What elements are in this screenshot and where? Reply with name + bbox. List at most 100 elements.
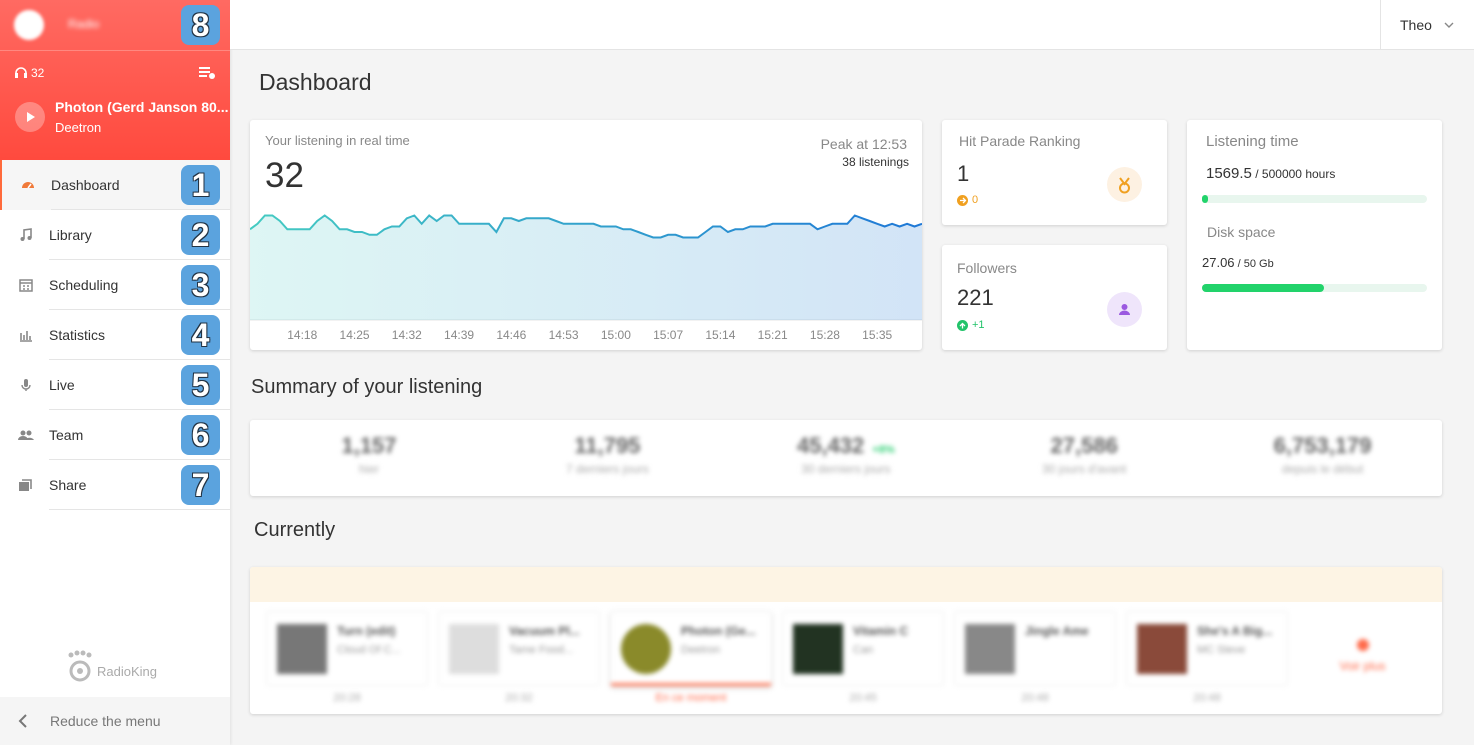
stat-label: 7 derniers jours: [566, 462, 649, 476]
separator: /: [1237, 258, 1241, 270]
menu-icon: [20, 331, 32, 342]
stat-label: 30 jours d'avant: [1042, 462, 1127, 476]
stat: 1,157 hier: [250, 433, 488, 476]
track-time: 20:45: [849, 692, 877, 704]
menu-separator: [49, 259, 230, 260]
menu-item[interactable]: Scheduling: [0, 260, 230, 310]
menu-icon: [19, 479, 32, 491]
x-tick-label: 14:18: [287, 328, 317, 342]
followers-card: Followers 221 +1: [942, 245, 1167, 350]
track-title: She's A Big...: [1197, 624, 1273, 638]
x-tick-label: 15:28: [810, 328, 840, 342]
stat-number: 11,795: [574, 433, 641, 458]
badge: 1: [181, 165, 220, 205]
menu-item[interactable]: Live: [0, 360, 230, 410]
stat-value: 11,795: [488, 433, 726, 459]
menu-separator: [49, 409, 230, 410]
peak-count: 38 listenings: [842, 155, 909, 169]
listener-count: 32: [31, 66, 45, 80]
up-icon: [957, 320, 968, 331]
card-title: Disk space: [1207, 224, 1276, 240]
track[interactable]: Turn (edit) Cloud Of C...: [266, 611, 428, 686]
track-title: Jingle Ame: [1025, 624, 1089, 638]
reduce-label: Reduce the menu: [50, 713, 161, 729]
track-time: 20:48: [1021, 692, 1049, 704]
track[interactable]: Vacuum Pl... Tame Food...: [438, 611, 600, 686]
currently-band: [250, 567, 1442, 602]
radio-name: Radio: [68, 17, 100, 31]
medal-icon: [1107, 167, 1142, 202]
card-title: Listening time: [1206, 133, 1299, 150]
track-title: Vacuum Pl...: [509, 624, 580, 638]
track[interactable]: Vitamin C Can: [782, 611, 944, 686]
track[interactable]: Photon (Ge... Deetron: [610, 611, 772, 686]
track-cover: [621, 624, 671, 674]
disk-used: 27.06: [1202, 255, 1235, 270]
badge: 7: [181, 465, 220, 505]
rank: 1: [957, 161, 970, 186]
track[interactable]: Jingle Ame: [954, 611, 1116, 686]
play-button[interactable]: [15, 102, 45, 132]
badge: 3: [181, 265, 220, 305]
menu-label: Dashboard: [51, 177, 120, 193]
x-tick-label: 14:46: [496, 328, 526, 342]
x-tick-label: 14:25: [340, 328, 370, 342]
track-cover: [277, 624, 327, 674]
menu-label: Team: [49, 427, 84, 443]
progress-track: [1202, 195, 1427, 203]
menu-label: Scheduling: [49, 277, 119, 293]
see-more-icon: [1356, 639, 1369, 651]
menu-icon: [22, 182, 34, 189]
logo-icon: [68, 650, 92, 682]
track-artist: Can: [853, 644, 874, 656]
page-title: Dashboard: [259, 69, 372, 95]
x-tick-label: 15:14: [705, 328, 735, 342]
track-time: 20:28: [333, 692, 361, 704]
progress-bar: [1202, 195, 1208, 203]
track-title: Turn (edit): [337, 624, 396, 638]
see-more[interactable]: Voir plus: [1320, 639, 1405, 673]
menu-label: Library: [49, 227, 92, 243]
user-icon: [1107, 292, 1142, 327]
stat: 6,753,179 depuis le début: [1204, 433, 1442, 476]
x-tick-label: 15:35: [862, 328, 892, 342]
menu-icon: [20, 228, 32, 241]
track[interactable]: She's A Big... MC Steve: [1126, 611, 1288, 686]
section-title: Currently: [254, 519, 336, 541]
menu-item[interactable]: Share: [0, 460, 230, 510]
stat-value: 1,157: [250, 433, 488, 459]
sidebar: Radio 32 Photon (Gerd Janson 80... Deetr…: [0, 0, 230, 745]
track-cover: [965, 624, 1015, 674]
track-time: 20:48: [1193, 692, 1221, 704]
track-artist: Deetron: [55, 120, 102, 135]
logo-text: RadioKing: [97, 664, 157, 679]
badge: 4: [181, 315, 220, 355]
reduce-menu[interactable]: Reduce the menu: [0, 697, 230, 745]
progress-track: [1202, 284, 1427, 292]
rank-change: 0: [972, 194, 979, 206]
menu-item[interactable]: Team: [0, 410, 230, 460]
badge: 8: [181, 5, 220, 45]
track-time: 20:32: [505, 692, 533, 704]
user-menu[interactable]: Theo: [1380, 0, 1474, 50]
badge: 6: [181, 415, 220, 455]
x-tick-label: 14:39: [444, 328, 474, 342]
radio-avatar: [14, 10, 44, 40]
stat-label: depuis le début: [1281, 462, 1364, 476]
unit: Gb: [1259, 258, 1274, 270]
current-listeners: 32: [265, 156, 304, 195]
queue-icon[interactable]: [199, 66, 216, 79]
menu-item[interactable]: Library: [0, 210, 230, 260]
track-title: Photon (Gerd Janson 80...: [55, 99, 229, 115]
card-title: Hit Parade Ranking: [959, 133, 1081, 149]
menu-icon: [21, 379, 31, 391]
track-artist: Tame Food...: [509, 644, 574, 656]
line: [250, 214, 922, 239]
menu-item[interactable]: Statistics: [0, 310, 230, 360]
peak-time: Peak at 12:53: [820, 136, 907, 152]
followers-count: 221: [957, 285, 994, 310]
menu-separator: [51, 209, 230, 210]
headphones-icon: [15, 67, 27, 78]
stat-value: 6,753,179: [1204, 433, 1442, 459]
